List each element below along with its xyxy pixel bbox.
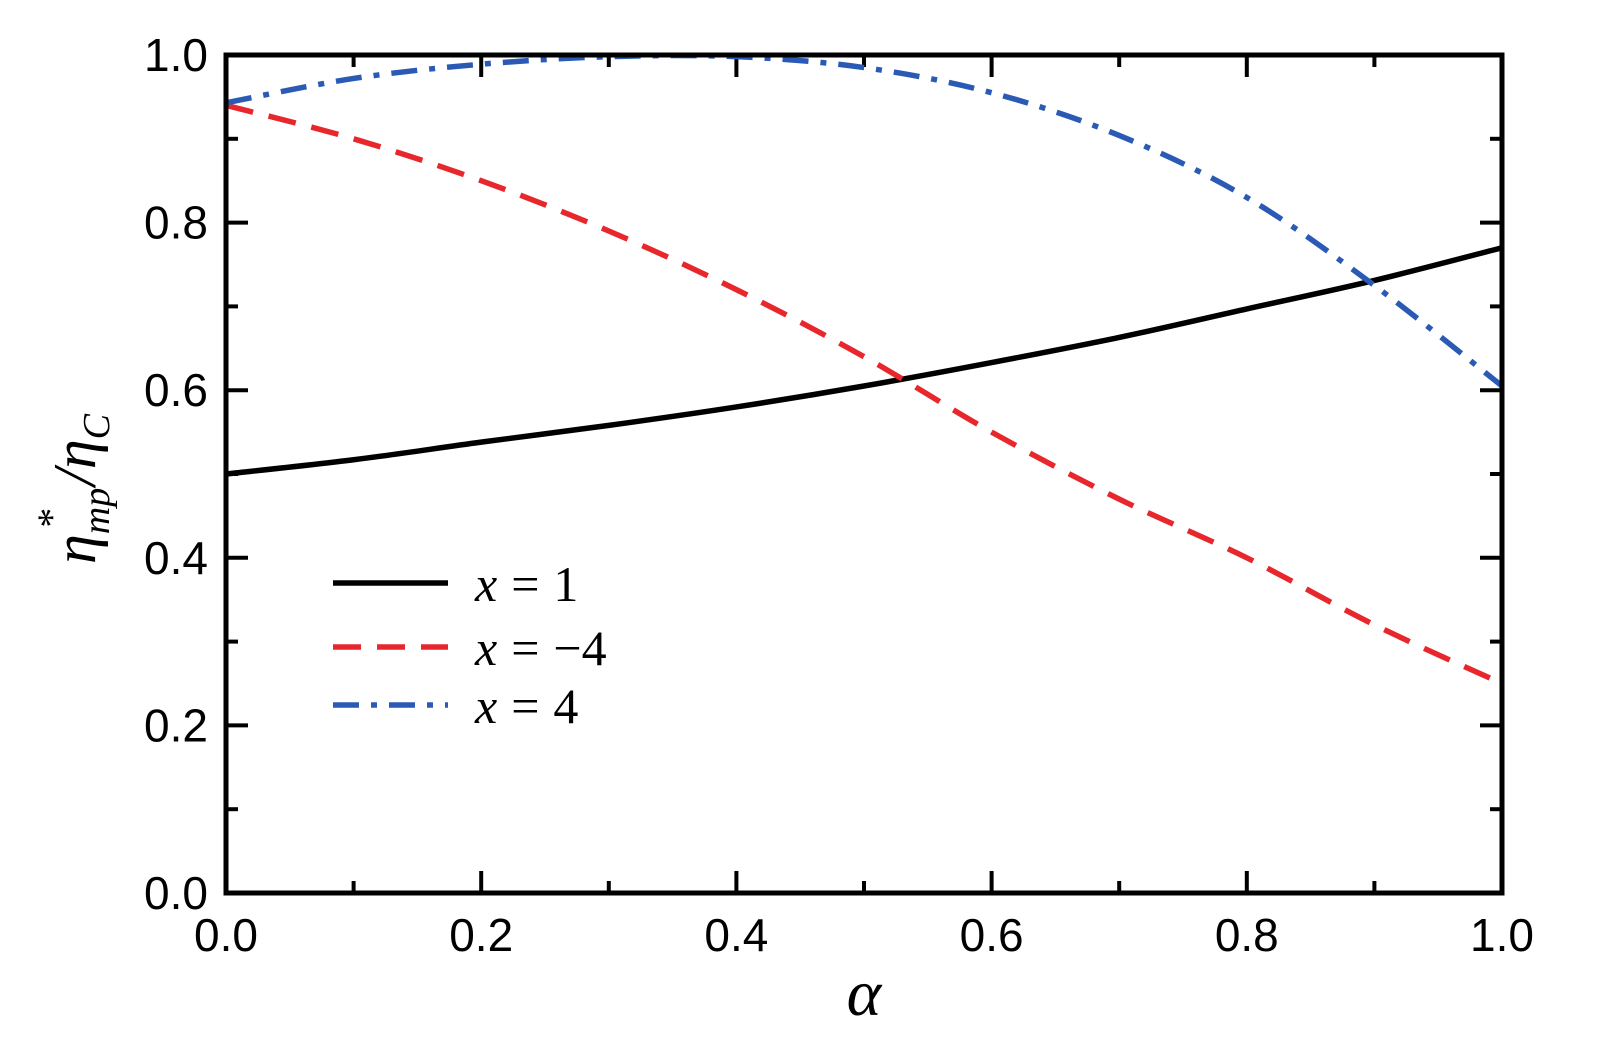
plot-frame bbox=[223, 52, 1505, 896]
tick-labels: 0.0 0.2 0.4 0.6 0.8 1.0 0.0 0.2 0.4 0.6 0.8 1.0 bbox=[144, 29, 1534, 961]
y-label-star: * bbox=[29, 508, 74, 528]
x-tick-label: 0.8 bbox=[1215, 909, 1279, 961]
x-tick-label: 0.4 bbox=[704, 909, 768, 961]
y-tick-label: 0.4 bbox=[144, 532, 208, 584]
series-line-0 bbox=[225, 245, 1503, 477]
x-tick-label: 1.0 bbox=[1470, 909, 1534, 961]
legend-label-x-4: x = 4 bbox=[474, 678, 578, 734]
series-line-1 bbox=[225, 102, 1504, 686]
y-tick-label: 0.2 bbox=[144, 699, 208, 751]
legend-label-x-minus-4: x = −4 bbox=[474, 620, 607, 676]
y-label-eta-c: η bbox=[42, 439, 108, 469]
series-layer bbox=[225, 52, 1504, 686]
x-tick-label: 0.2 bbox=[449, 909, 513, 961]
y-label-eta: η bbox=[42, 534, 108, 564]
y-tick-label: 0.6 bbox=[144, 364, 208, 416]
y-tick-label: 1.0 bbox=[144, 29, 208, 81]
y-tick-label: 0.0 bbox=[144, 867, 208, 919]
y-label-sub-c: C bbox=[76, 413, 118, 439]
legend-label-x-1: x = 1 bbox=[474, 556, 578, 612]
y-axis-label: ηmp*/ηC bbox=[29, 413, 118, 564]
y-label-sub-mp: mp bbox=[76, 488, 118, 534]
y-tick-label: 0.8 bbox=[144, 197, 208, 249]
x-tick-label: 0.0 bbox=[194, 909, 258, 961]
x-tick-label: 0.6 bbox=[960, 909, 1024, 961]
series-line-2 bbox=[225, 52, 1504, 389]
x-axis-label: α bbox=[847, 957, 883, 1030]
ticks bbox=[224, 53, 1504, 895]
legend: x = 1 x = −4 x = 4 bbox=[333, 556, 607, 734]
